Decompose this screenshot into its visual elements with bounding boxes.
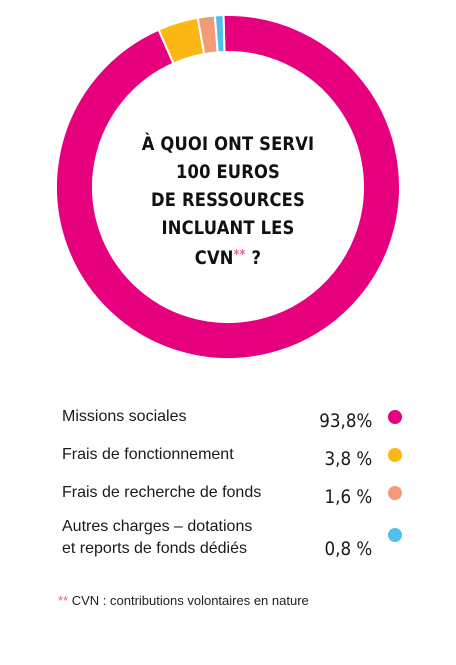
title-line-2: 100 EUROS	[175, 161, 281, 183]
chart-title: À QUOI ONT SERVI 100 EUROS DE RESSOURCES…	[133, 130, 322, 272]
legend-label: Missions sociales	[62, 408, 187, 425]
legend-value: 3,8 %	[324, 448, 372, 470]
title-asterisk: **	[233, 248, 246, 263]
legend-label: Frais de recherche de fonds	[62, 484, 262, 501]
title-line-4: INCLUANT LES CVN** ?	[133, 214, 322, 272]
legend-label-line-1: Autres charges – dotations	[62, 518, 253, 535]
legend-swatch-blue	[388, 528, 402, 542]
donut-slice-autres-charges	[213, 14, 226, 54]
footnote-text: CVN : contributions volontaires en natur…	[68, 593, 309, 608]
title-line-3: DE RESSOURCES	[151, 189, 305, 211]
legend-label: Frais de fonctionnement	[62, 446, 234, 463]
legend-value: 1,6 %	[324, 486, 372, 508]
title-line-1: À QUOI ONT SERVI	[141, 133, 315, 155]
legend-swatch-yellow	[388, 448, 402, 462]
donut-chart	[55, 14, 401, 360]
legend-swatch-magenta	[388, 410, 402, 424]
title-line-4-text: INCLUANT LES CVN	[161, 217, 295, 269]
legend-label-line-2: et reports de fonds dédiés	[62, 540, 248, 557]
footnote: ** CVN : contributions volontaires en na…	[58, 593, 309, 608]
legend-swatch-salmon	[388, 486, 402, 500]
footnote-asterisk: **	[58, 593, 69, 608]
legend-value: 93,8%	[318, 410, 372, 432]
title-question: ?	[245, 247, 262, 269]
legend-value: 0,8 %	[324, 538, 372, 560]
donut-slice-missions-sociales	[55, 14, 401, 360]
